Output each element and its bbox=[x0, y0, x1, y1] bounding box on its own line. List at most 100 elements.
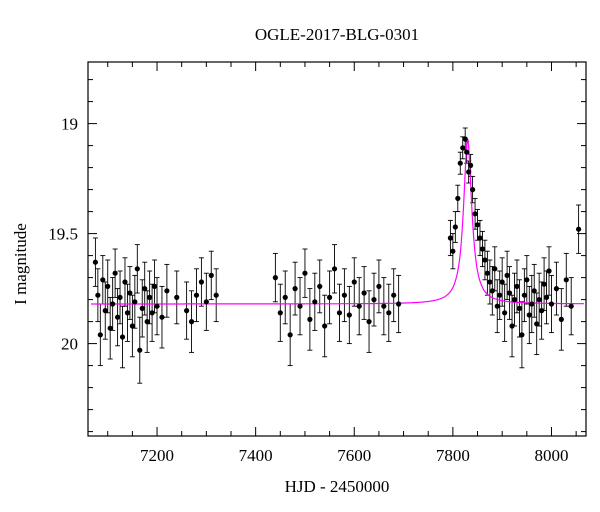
data-point bbox=[524, 277, 530, 283]
data-point bbox=[546, 268, 552, 274]
data-point bbox=[529, 301, 535, 307]
x-tick-label: 7200 bbox=[140, 446, 174, 465]
data-point bbox=[541, 281, 547, 287]
y-tick-label: 19 bbox=[61, 115, 78, 134]
data-point bbox=[477, 235, 483, 241]
chart-title: OGLE-2017-BLG-0301 bbox=[255, 25, 419, 44]
data-point bbox=[346, 312, 352, 318]
data-point bbox=[272, 275, 278, 281]
data-point bbox=[356, 303, 362, 309]
data-point bbox=[147, 294, 153, 300]
data-point bbox=[127, 290, 133, 296]
data-point bbox=[464, 149, 470, 155]
data-point bbox=[497, 292, 503, 298]
data-point bbox=[137, 347, 143, 353]
plot-border bbox=[87, 61, 587, 437]
data-point bbox=[492, 266, 498, 272]
data-point bbox=[134, 266, 140, 272]
data-point bbox=[139, 305, 145, 311]
data-point bbox=[188, 319, 195, 325]
data-point bbox=[327, 294, 333, 300]
data-point bbox=[531, 288, 537, 294]
x-tick-label: 7800 bbox=[436, 446, 470, 465]
data-point bbox=[144, 319, 150, 325]
data-point bbox=[568, 303, 574, 309]
data-point bbox=[119, 334, 126, 340]
data-point bbox=[117, 294, 123, 300]
data-point bbox=[511, 297, 518, 303]
data-point bbox=[521, 292, 527, 298]
data-point bbox=[494, 303, 500, 309]
data-point bbox=[474, 222, 481, 228]
data-point bbox=[97, 332, 103, 338]
x-axis-ticks: 7200 7400 7600 7800 8000 bbox=[107, 62, 577, 465]
data-point bbox=[159, 314, 165, 320]
data-point bbox=[341, 292, 347, 298]
data-point bbox=[391, 292, 397, 298]
data-point bbox=[282, 294, 288, 300]
data-point bbox=[277, 310, 283, 316]
data-point bbox=[534, 321, 540, 327]
data-point bbox=[102, 308, 108, 314]
data-point bbox=[129, 323, 135, 329]
data-point bbox=[381, 303, 387, 309]
x-tick-label: 8000 bbox=[534, 446, 568, 465]
data-point bbox=[164, 288, 170, 294]
data-point bbox=[519, 332, 525, 338]
data-point bbox=[307, 316, 313, 322]
plot-area bbox=[91, 127, 584, 384]
data-point bbox=[198, 279, 205, 285]
data-point bbox=[553, 286, 560, 292]
data-point bbox=[396, 301, 402, 307]
data-point bbox=[576, 226, 582, 232]
data-point bbox=[184, 308, 190, 314]
data-point bbox=[479, 246, 486, 252]
data-point bbox=[361, 290, 367, 296]
data-point bbox=[122, 279, 128, 285]
data-point bbox=[107, 325, 113, 331]
data-point bbox=[509, 323, 515, 329]
y-axis-ticks: 19 19.5 20 bbox=[48, 79, 586, 433]
data-point bbox=[142, 286, 148, 292]
error-bars bbox=[92, 127, 582, 384]
data-point bbox=[149, 310, 155, 316]
data-point bbox=[105, 283, 111, 289]
data-point bbox=[95, 292, 101, 298]
data-point bbox=[302, 270, 308, 276]
data-point bbox=[376, 283, 382, 289]
data-point bbox=[460, 145, 466, 151]
data-point bbox=[504, 272, 510, 278]
data-point bbox=[151, 283, 158, 289]
data-point bbox=[203, 299, 209, 305]
data-point bbox=[124, 310, 131, 316]
data-point bbox=[366, 319, 372, 325]
data-point bbox=[351, 279, 357, 285]
x-tick-label: 7600 bbox=[337, 446, 371, 465]
data-point bbox=[539, 308, 545, 314]
data-point bbox=[100, 277, 106, 283]
data-point bbox=[371, 297, 377, 303]
data-point bbox=[472, 211, 478, 217]
data-point bbox=[331, 266, 338, 272]
data-point bbox=[469, 187, 476, 193]
data-point bbox=[536, 297, 542, 303]
data-point bbox=[514, 283, 520, 289]
data-point bbox=[462, 136, 468, 142]
data-point bbox=[193, 292, 200, 298]
y-axis-label: I magnitude bbox=[11, 223, 30, 305]
data-point bbox=[112, 270, 118, 276]
data-point bbox=[154, 303, 160, 309]
x-tick-label: 7400 bbox=[239, 446, 273, 465]
y-tick-label: 19.5 bbox=[48, 225, 78, 244]
data-point bbox=[447, 235, 454, 241]
data-point bbox=[482, 257, 488, 263]
data-point bbox=[132, 299, 138, 305]
data-point bbox=[386, 310, 392, 316]
data-point bbox=[499, 279, 505, 285]
data-point bbox=[526, 312, 532, 318]
data-point bbox=[336, 310, 343, 316]
data-point bbox=[292, 286, 298, 292]
data-point bbox=[450, 248, 456, 254]
y-tick-label: 20 bbox=[61, 335, 78, 354]
